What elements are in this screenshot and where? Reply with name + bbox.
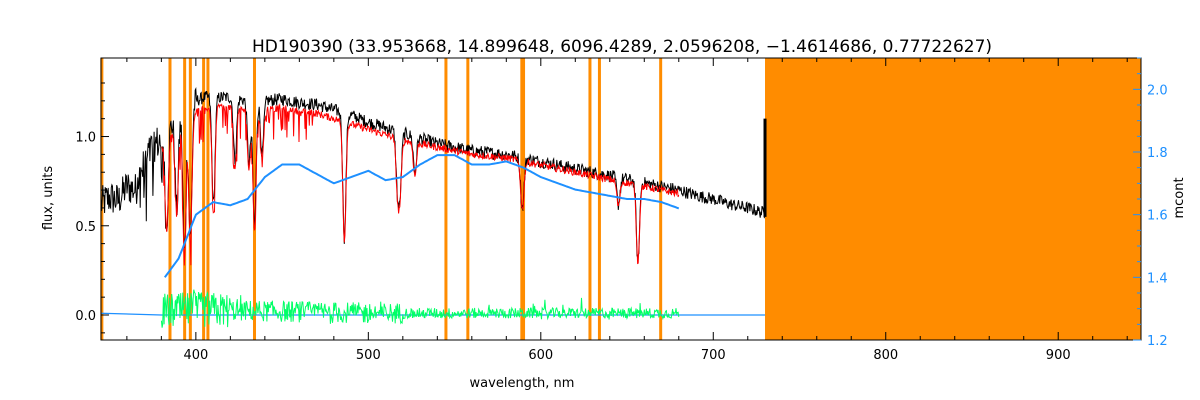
residuals-line <box>160 289 680 328</box>
x-tick-label-1: 500 <box>356 348 381 363</box>
y-tick-label-1: 0.5 <box>75 220 96 235</box>
model-spectrum-line <box>161 103 680 266</box>
continuum-line <box>163 154 680 278</box>
data-series <box>101 86 767 328</box>
x-axis-label: wavelength, nm <box>470 376 575 391</box>
axes: 400 500 600 700 800 900 0.0 0.5 1.0 1.2 1.4 1.6 1.8 2… <box>75 57 1168 363</box>
y-tick-label-0: 0.0 <box>75 309 96 324</box>
masked-band <box>765 58 1141 340</box>
y2-tick-label-2: 1.6 <box>1147 209 1168 224</box>
y2-tick-label-1: 1.4 <box>1147 271 1168 286</box>
x-tick-label-2: 600 <box>528 348 553 363</box>
residual-baseline-line <box>101 312 766 316</box>
chart-title: HD190390 (33.953668, 14.899648, 6096.428… <box>252 37 992 57</box>
y2-tick-label-4: 2.0 <box>1147 83 1168 98</box>
y-axis-label: flux, units <box>41 166 56 231</box>
y2-tick-label-0: 1.2 <box>1147 334 1168 349</box>
y-tick-label-2: 1.0 <box>75 131 96 146</box>
y2-tick-label-3: 1.8 <box>1147 146 1168 161</box>
masked-regions <box>100 58 1141 340</box>
x-tick-label-0: 400 <box>183 348 208 363</box>
right-axis-label: mcont <box>1172 177 1187 218</box>
x-tick-label-5: 900 <box>1046 348 1071 363</box>
x-tick-label-4: 800 <box>873 348 898 363</box>
x-tick-label-3: 700 <box>701 348 726 363</box>
